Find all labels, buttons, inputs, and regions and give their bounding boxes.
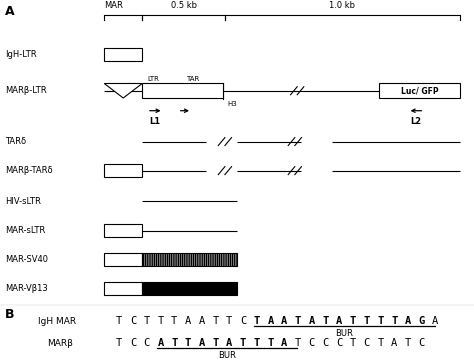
- Text: C: C: [130, 338, 136, 348]
- Text: BUR: BUR: [219, 351, 236, 360]
- Text: T: T: [212, 316, 219, 326]
- Text: C: C: [144, 338, 150, 348]
- Text: C: C: [130, 316, 136, 326]
- Text: A: A: [226, 338, 232, 348]
- Text: MARβ: MARβ: [47, 339, 73, 347]
- Text: A: A: [281, 316, 287, 326]
- Text: T: T: [226, 316, 232, 326]
- Text: T: T: [116, 316, 122, 326]
- Text: A: A: [405, 316, 411, 326]
- Polygon shape: [104, 83, 142, 98]
- Text: A: A: [157, 338, 164, 348]
- Text: MAR-sLTR: MAR-sLTR: [5, 226, 45, 235]
- Text: C: C: [240, 316, 246, 326]
- Text: MAR: MAR: [104, 1, 123, 10]
- Bar: [104, 282, 142, 295]
- Text: T: T: [171, 338, 177, 348]
- Text: T: T: [377, 316, 383, 326]
- Text: MAR-Vβ13: MAR-Vβ13: [5, 284, 47, 293]
- Text: IgH-LTR: IgH-LTR: [5, 50, 36, 59]
- Text: A: A: [281, 338, 287, 348]
- Bar: [142, 253, 237, 266]
- Text: T: T: [391, 316, 397, 326]
- Text: A: A: [5, 5, 14, 19]
- Text: T: T: [157, 316, 164, 326]
- Text: 1.0 kb: 1.0 kb: [329, 1, 356, 10]
- Text: A: A: [391, 338, 397, 348]
- Text: T: T: [322, 316, 328, 326]
- Text: A: A: [199, 316, 205, 326]
- Text: A: A: [336, 316, 342, 326]
- Text: TAR: TAR: [186, 76, 200, 82]
- Text: T: T: [116, 338, 122, 348]
- Text: C: C: [419, 338, 425, 348]
- Text: C: C: [322, 338, 328, 348]
- Text: C: C: [364, 338, 370, 348]
- Text: HIV-sLTR: HIV-sLTR: [5, 197, 41, 206]
- Text: T: T: [185, 338, 191, 348]
- Text: T: T: [254, 316, 260, 326]
- Text: A: A: [199, 338, 205, 348]
- Text: LTR: LTR: [147, 76, 159, 82]
- Text: A: A: [267, 316, 273, 326]
- Text: L1: L1: [150, 117, 161, 126]
- Text: C: C: [336, 338, 342, 348]
- Text: A: A: [309, 316, 315, 326]
- Text: TARδ: TARδ: [5, 137, 26, 146]
- Text: H3: H3: [228, 101, 237, 107]
- Text: MAR-SV40: MAR-SV40: [5, 255, 48, 264]
- Text: T: T: [267, 338, 273, 348]
- Text: L2: L2: [410, 117, 421, 126]
- Text: IgH MAR: IgH MAR: [38, 317, 76, 326]
- Bar: [104, 164, 142, 177]
- Text: C: C: [309, 338, 315, 348]
- Text: T: T: [405, 338, 411, 348]
- Text: T: T: [364, 316, 370, 326]
- Text: T: T: [350, 316, 356, 326]
- Text: 0.5 kb: 0.5 kb: [171, 1, 197, 10]
- Text: A: A: [432, 316, 438, 326]
- Text: T: T: [377, 338, 383, 348]
- Text: T: T: [144, 316, 150, 326]
- Text: T: T: [295, 316, 301, 326]
- Text: T: T: [240, 338, 246, 348]
- Text: A: A: [185, 316, 191, 326]
- Text: MARβ-LTR: MARβ-LTR: [5, 86, 46, 95]
- Bar: [142, 83, 223, 98]
- Text: MARβ-TARδ: MARβ-TARδ: [5, 166, 52, 175]
- Text: G: G: [419, 316, 425, 326]
- Bar: [104, 253, 142, 266]
- Text: Luc/ GFP: Luc/ GFP: [401, 86, 438, 95]
- Text: BUR: BUR: [335, 329, 353, 338]
- Bar: [379, 83, 460, 98]
- Text: T: T: [350, 338, 356, 348]
- Text: T: T: [212, 338, 219, 348]
- Text: T: T: [171, 316, 177, 326]
- Bar: [142, 282, 237, 295]
- Text: B: B: [5, 308, 14, 321]
- Text: T: T: [254, 338, 260, 348]
- Text: T: T: [295, 338, 301, 348]
- Bar: [104, 224, 142, 237]
- Bar: [104, 48, 142, 61]
